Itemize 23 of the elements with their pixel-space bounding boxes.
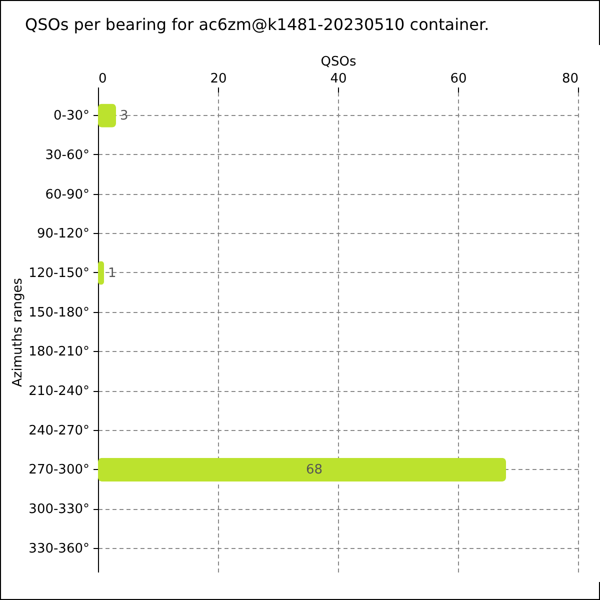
y-tick-label: 210-240° — [28, 384, 90, 400]
y-tick-label: 180-210° — [28, 344, 90, 360]
data-label: 3 — [120, 108, 128, 124]
x-tick-label: 20 — [210, 72, 227, 86]
y-tick-label: 120-150° — [28, 266, 90, 281]
y-tick-label: 240-270° — [28, 423, 90, 438]
x-axis-title: QSOs — [320, 54, 356, 70]
x-tick-label: 60 — [450, 72, 467, 86]
y-tick-label: 150-180° — [28, 305, 90, 320]
x-tick-label: 0 — [98, 72, 107, 86]
y-tick-label: 90-120° — [36, 226, 90, 242]
data-label: 68 — [306, 462, 323, 478]
y-tick-label: 0-30° — [53, 108, 90, 124]
y-tick-label: 60-90° — [45, 187, 90, 202]
y-axis-title: Azimuths ranges — [10, 278, 26, 388]
y-tick-label: 30-60° — [45, 148, 90, 163]
y-tick-label: 330-360° — [28, 541, 90, 556]
x-tick-label: 40 — [330, 72, 347, 86]
y-tick-label: 270-300° — [28, 462, 90, 478]
chart-title: QSOs per bearing for ac6zm@k1481-20230510 container. — [25, 15, 490, 34]
data-label: 1 — [108, 266, 116, 281]
x-tick-label: 80 — [562, 72, 578, 86]
y-tick-label: 300-330° — [28, 502, 90, 518]
